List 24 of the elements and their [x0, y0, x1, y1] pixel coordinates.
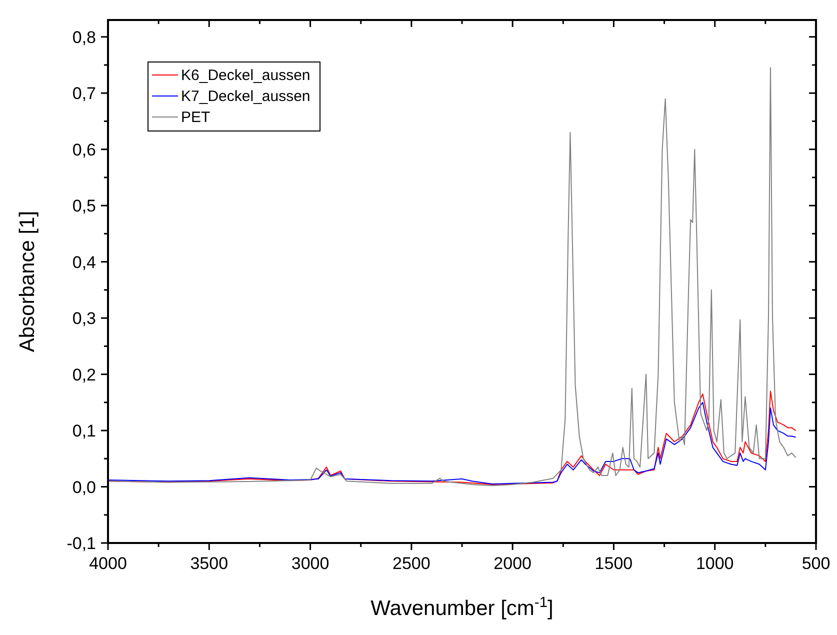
x-tick-label: 1500	[594, 554, 633, 573]
x-tick-label: 1000	[696, 554, 734, 573]
line-series	[108, 67, 796, 486]
legend-label: K6_Deckel_aussen	[181, 67, 310, 84]
y-tick-label: 0,7	[72, 84, 96, 104]
y-tick-label: 0,5	[72, 196, 96, 216]
x-tick-label: 500	[802, 554, 830, 573]
y-tick-label: 0,0	[72, 478, 96, 497]
x-tick-label: 3500	[190, 554, 228, 573]
y-tick-label: 0,1	[72, 422, 96, 441]
x-axis-title: Wavenumber [cm$^{-1}$]	[370, 595, 554, 620]
x-tick-label: 3000	[291, 554, 330, 573]
y-tick-label: -0,1	[66, 534, 96, 553]
legend-label: PET	[181, 109, 210, 126]
x-tick-label: 2000	[494, 554, 532, 573]
y-tick-label: 0,2	[72, 365, 96, 384]
legend-label: K7_Deckel_aussen	[181, 88, 310, 105]
x-tick-label: 2500	[392, 554, 430, 573]
y-axis-title: Absorbance [1]	[16, 210, 39, 352]
y-tick-label: 0,3	[72, 309, 96, 328]
y-tick-label: 0,6	[72, 140, 96, 160]
y-tick-label: 0,4	[72, 252, 96, 272]
y-tick-label: 0,8	[72, 28, 96, 47]
x-tick-label: 4000	[89, 554, 127, 573]
